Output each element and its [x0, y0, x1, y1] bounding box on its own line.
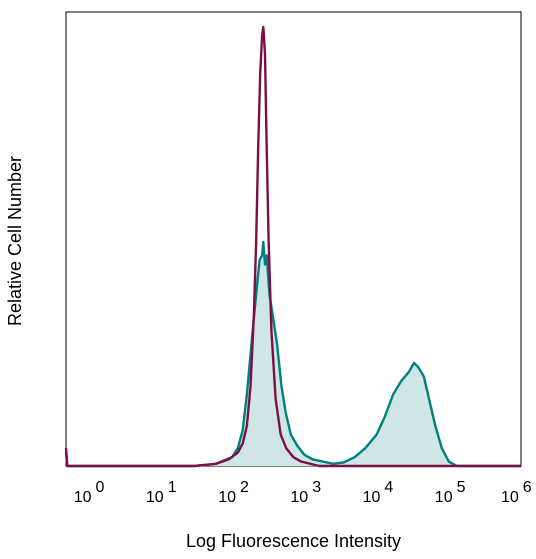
y-axis-title: Relative Cell Number — [5, 156, 25, 326]
x-tick-label: 101 — [146, 479, 177, 506]
x-tick-label: 106 — [501, 479, 532, 506]
x-tick-label: 104 — [363, 479, 394, 506]
x-tick-label: 103 — [290, 479, 321, 506]
series-0-line — [64, 240, 521, 468]
series-1-line — [64, 25, 521, 468]
x-tick-labels: 100 101 102 103 104 105 106 — [74, 479, 532, 506]
x-axis-title: Log Fluorescence Intensity — [186, 531, 401, 551]
x-tick-label: 105 — [435, 479, 466, 506]
x-tick-label: 102 — [218, 479, 249, 506]
plot-area — [64, 11, 522, 468]
x-tick-label: 100 — [74, 479, 105, 506]
series-0-area — [66, 242, 521, 466]
plot-frame — [65, 11, 522, 467]
